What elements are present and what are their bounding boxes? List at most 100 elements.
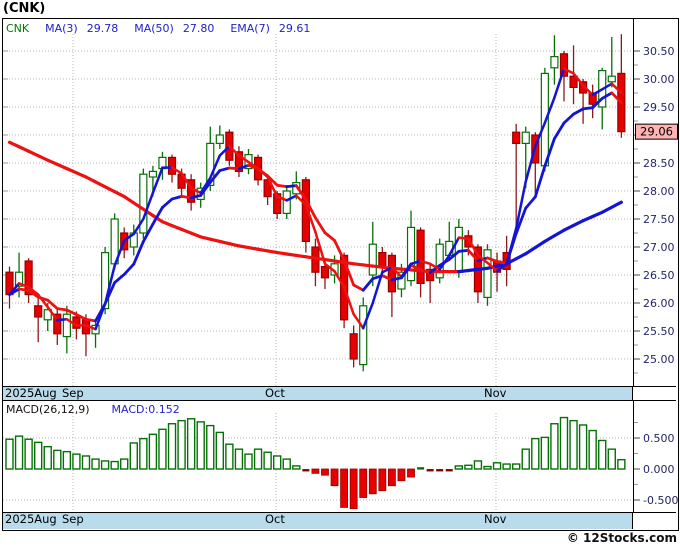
ma50-line: [332, 259, 346, 264]
macd-bar-positive: [292, 465, 301, 470]
macd-bar-positive: [483, 465, 492, 470]
candle-body: [521, 131, 530, 144]
ma50-line: [610, 200, 623, 209]
candle-body: [234, 151, 244, 173]
ema7-line: [218, 166, 231, 172]
candle-body: [368, 243, 377, 276]
macd-bar-negative: [378, 468, 387, 492]
ma3-line: [275, 195, 288, 202]
ma50-line: [304, 255, 318, 260]
ema7-line: [610, 91, 623, 104]
date-axis-bottom: 2025Aug Sep Oct Nov: [3, 512, 676, 529]
ma3-line: [285, 194, 298, 202]
ema7-line: [180, 194, 193, 200]
macd-bar-positive: [607, 448, 616, 470]
ema7-line: [591, 97, 604, 110]
ema7-line: [237, 163, 250, 171]
date-axis-background: [3, 513, 633, 529]
macd-bar-positive: [53, 449, 62, 470]
ma3-line: [534, 121, 547, 148]
ma3-line: [209, 154, 222, 180]
ema7-line: [361, 277, 375, 292]
macd-bar-positive: [540, 436, 550, 470]
ma3-line: [514, 180, 527, 230]
ma50-line: [285, 252, 298, 257]
ma3-line: [543, 96, 556, 125]
candle-body: [397, 271, 406, 290]
ema7-line: [141, 222, 155, 243]
month-label-nov: Nov: [484, 512, 507, 526]
candle-body: [426, 268, 435, 282]
macd-bar-positive: [148, 433, 158, 470]
price-axis-label: 27.00: [643, 241, 675, 254]
price-axis-label: 25.00: [643, 353, 675, 366]
macd-bar-positive: [33, 441, 43, 470]
ma3-line: [381, 266, 394, 274]
ma50-line: [323, 258, 337, 263]
ema7-line: [352, 283, 365, 292]
ma3-line: [113, 239, 126, 267]
ma3-line: [572, 72, 585, 87]
macd-bar-positive: [588, 429, 597, 470]
date-axis-top: 2025Aug Sep Oct Nov: [3, 386, 676, 401]
macd-bar-positive: [569, 419, 578, 470]
macd-bar-positive: [196, 421, 205, 470]
ma3-line: [218, 144, 231, 157]
ma50-line: [189, 231, 203, 239]
price-axis-label: 30.50: [643, 45, 675, 58]
ema7-line: [543, 137, 556, 168]
ma50-line: [132, 201, 145, 211]
candle-body: [359, 305, 368, 366]
ma3-line: [476, 254, 489, 265]
macd-bar-positive: [263, 451, 272, 470]
candle-body: [320, 266, 330, 279]
macd-bar-positive: [502, 463, 511, 470]
macd-bar-positive: [177, 419, 186, 470]
candle-body: [148, 170, 157, 178]
candle-body: [139, 173, 148, 234]
ma3-line: [553, 67, 566, 99]
ma3-line: [237, 154, 250, 164]
ma3-line: [199, 176, 212, 195]
candle-body: [24, 260, 33, 296]
macd-bar-positive: [511, 463, 521, 470]
ma50-line: [581, 214, 595, 223]
ma3-line: [94, 302, 107, 331]
macd-bar-positive: [129, 442, 138, 470]
ma3-line: [142, 191, 155, 221]
ma3-line: [304, 203, 317, 234]
ma50-line: [591, 210, 604, 219]
ema7-line: [466, 248, 480, 263]
ema7-line: [46, 298, 59, 311]
candle-body: [378, 252, 387, 268]
ma3-line: [46, 305, 59, 322]
macd-bar-negative: [321, 468, 329, 476]
ma50-line: [476, 266, 490, 271]
ma3-line: [180, 172, 193, 190]
macd-bar-positive: [598, 439, 607, 470]
ma3-value: 29.78: [86, 22, 119, 35]
price-axis-label: 28.50: [643, 157, 675, 170]
candle-body: [282, 190, 291, 214]
ma50-line: [600, 205, 614, 214]
ma3-line: [8, 282, 21, 296]
ma3-line: [467, 237, 480, 257]
macd-bar-negative: [397, 468, 406, 482]
macd-bar-dash: [426, 469, 434, 472]
ma3-line: [390, 266, 403, 279]
ema7-line: [189, 194, 203, 200]
ma50-line: [571, 219, 585, 228]
ma3-line: [122, 232, 136, 242]
macd-bar-negative: [311, 468, 320, 474]
candle-body: [100, 252, 110, 310]
ma3-line: [333, 270, 346, 289]
ma50-line: [179, 227, 193, 235]
ema7-line: [562, 112, 575, 125]
month-label-aug: 2025Aug: [5, 386, 57, 400]
ema7-line: [113, 273, 126, 285]
ma50-line: [533, 239, 547, 250]
macd-bar-positive: [139, 437, 148, 470]
candle-body: [43, 309, 52, 321]
ma50-line: [361, 263, 375, 268]
